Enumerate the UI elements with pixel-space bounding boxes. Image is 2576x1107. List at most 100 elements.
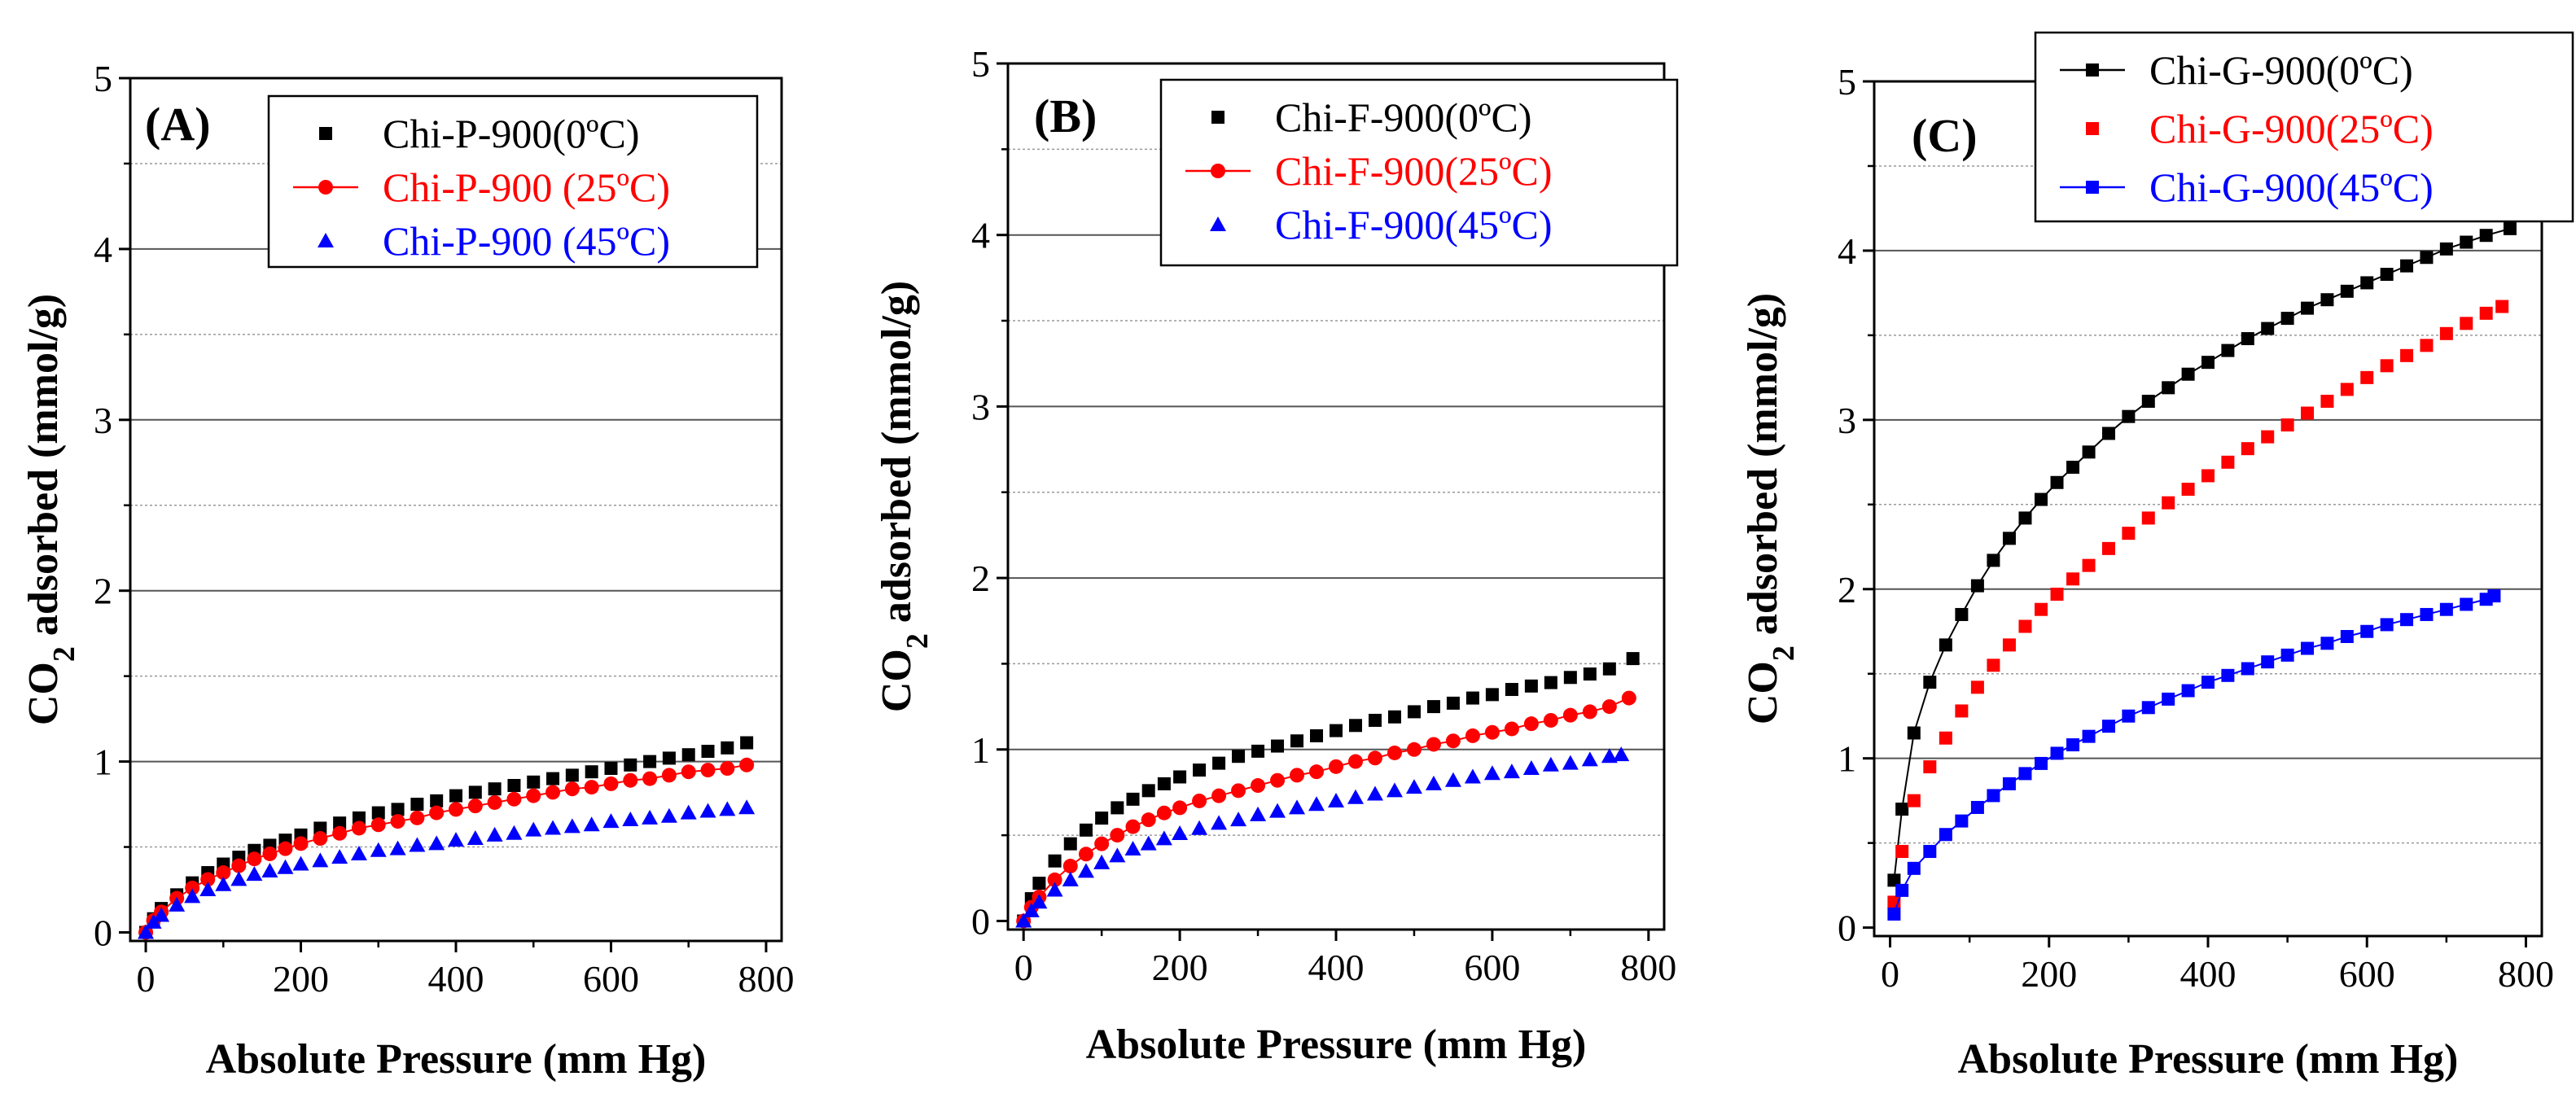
- data-point-series-2: [2181, 684, 2195, 698]
- series-line-2: [1893, 595, 2495, 915]
- data-point-series-1: [1923, 760, 1937, 774]
- data-point-series-1: [1211, 788, 1227, 803]
- data-point-series-1: [2479, 306, 2493, 320]
- data-point-series-2: [1250, 806, 1267, 821]
- data-point-series-2: [2082, 729, 2096, 743]
- y-tick-label: 5: [971, 43, 990, 85]
- data-point-series-1: [2320, 394, 2334, 408]
- data-point-series-0: [1212, 756, 1226, 770]
- legend-entry-label: Chi-G-900(25ºC): [2149, 106, 2434, 151]
- data-point-series-0: [2340, 284, 2354, 298]
- data-point-series-1: [2101, 541, 2115, 555]
- data-point-series-2: [230, 871, 248, 886]
- data-point-series-2: [1987, 789, 2000, 803]
- y-tick-label: 5: [94, 58, 112, 99]
- data-point-series-1: [506, 791, 522, 807]
- data-point-series-0: [1626, 652, 1640, 666]
- data-point-series-2: [602, 813, 620, 829]
- panel-label: (B): [1034, 90, 1097, 142]
- data-markers: [1887, 221, 2517, 921]
- data-point-series-2: [2122, 709, 2136, 723]
- data-point-series-1: [1987, 659, 2000, 672]
- data-point-series-2: [1970, 800, 1984, 814]
- data-point-series-1: [2162, 496, 2175, 510]
- grid-lines: [130, 163, 782, 848]
- data-point-series-1: [216, 865, 231, 881]
- y-axis-title-prefix: CO: [1740, 661, 1786, 724]
- data-point-series-1: [1231, 783, 1246, 799]
- legend-entry-label: Chi-F-900(45ºC): [1275, 202, 1553, 247]
- data-point-series-2: [1955, 814, 1969, 828]
- data-point-series-0: [2400, 259, 2414, 273]
- legend-marker: [319, 127, 332, 140]
- data-point-series-2: [1613, 746, 1630, 762]
- data-point-series-1: [700, 763, 716, 778]
- data-point-series-2: [660, 807, 677, 823]
- data-point-series-1: [2439, 326, 2453, 340]
- data-point-series-1: [1141, 812, 1156, 828]
- panel-label: (A): [145, 98, 211, 151]
- x-tick-label: 0: [137, 958, 156, 1000]
- legend-entry-label: Chi-F-900(0ºC): [1275, 94, 1532, 140]
- data-point-series-2: [2380, 618, 2394, 632]
- legend-marker: [1210, 217, 1226, 231]
- y-axis-title-subscript: 2: [47, 646, 81, 662]
- y-tick-label: 2: [1838, 569, 1856, 610]
- y-tick-label: 0: [1838, 908, 1856, 949]
- data-point-series-0: [1524, 679, 1538, 693]
- data-point-series-1: [2400, 348, 2414, 362]
- data-point-series-1: [467, 799, 483, 814]
- data-point-series-2: [409, 837, 426, 852]
- data-point-series-1: [1172, 800, 1188, 816]
- data-point-series-2: [1483, 765, 1500, 781]
- data-point-series-2: [199, 882, 217, 897]
- data-point-series-1: [1192, 793, 1207, 808]
- data-point-series-2: [1140, 835, 1157, 851]
- data-point-series-1: [1406, 742, 1422, 757]
- data-point-series-2: [370, 842, 387, 857]
- data-point-series-2: [1269, 803, 1286, 818]
- data-point-series-2: [389, 840, 406, 855]
- x-axis: 0 200 400 600 800: [137, 941, 794, 1000]
- data-point-series-0: [2018, 511, 2032, 525]
- data-point-series-1: [278, 841, 293, 856]
- data-point-series-0: [1987, 554, 2000, 567]
- data-point-series-1: [2360, 370, 2374, 384]
- data-point-series-1: [487, 794, 502, 810]
- data-point-series-0: [2301, 301, 2315, 315]
- data-point-series-0: [430, 794, 444, 807]
- legend-entry-label: Chi-G-900(0ºC): [2149, 47, 2413, 93]
- data-point-series-1: [2035, 602, 2048, 616]
- data-point-series-0: [1157, 777, 1171, 790]
- data-point-series-0: [2101, 427, 2115, 440]
- data-point-series-1: [564, 781, 580, 797]
- data-point-series-2: [1211, 815, 1228, 830]
- data-point-series-2: [331, 849, 348, 864]
- data-point-series-0: [1032, 877, 1046, 890]
- data-point-series-2: [563, 818, 580, 834]
- data-point-series-2: [545, 820, 562, 835]
- data-point-series-2: [719, 801, 736, 816]
- data-point-series-2: [2002, 777, 2016, 790]
- data-point-series-1: [545, 785, 561, 800]
- data-point-series-2: [2035, 756, 2048, 770]
- data-point-series-2: [2360, 624, 2374, 638]
- data-point-series-2: [1562, 755, 1579, 770]
- data-point-series-0: [1368, 713, 1382, 727]
- data-point-series-1: [390, 814, 405, 829]
- data-point-series-1: [2261, 430, 2275, 444]
- data-point-series-2: [2280, 648, 2294, 662]
- y-axis-title-prefix: CO: [20, 662, 67, 725]
- data-point-series-0: [2241, 332, 2254, 346]
- y-axis-title: CO2 adsorbed (mmol/g): [1740, 293, 1801, 724]
- legend-entry-label: Chi-G-900(45ºC): [2149, 164, 2434, 210]
- data-point-series-1: [720, 761, 735, 776]
- data-point-series-1: [1329, 759, 1343, 774]
- y-axis: 0 1 2 3 4 5: [971, 43, 1008, 942]
- data-point-series-1: [642, 771, 658, 786]
- data-point-series-2: [138, 924, 155, 939]
- data-point-series-1: [247, 851, 262, 867]
- data-point-series-1: [2002, 638, 2016, 652]
- y-tick-label: 4: [971, 215, 990, 256]
